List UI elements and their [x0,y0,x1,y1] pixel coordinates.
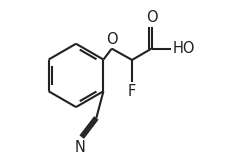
Text: N: N [74,140,85,155]
Text: O: O [106,32,117,47]
Text: O: O [145,10,157,25]
Text: HO: HO [172,41,194,56]
Text: F: F [127,84,136,99]
